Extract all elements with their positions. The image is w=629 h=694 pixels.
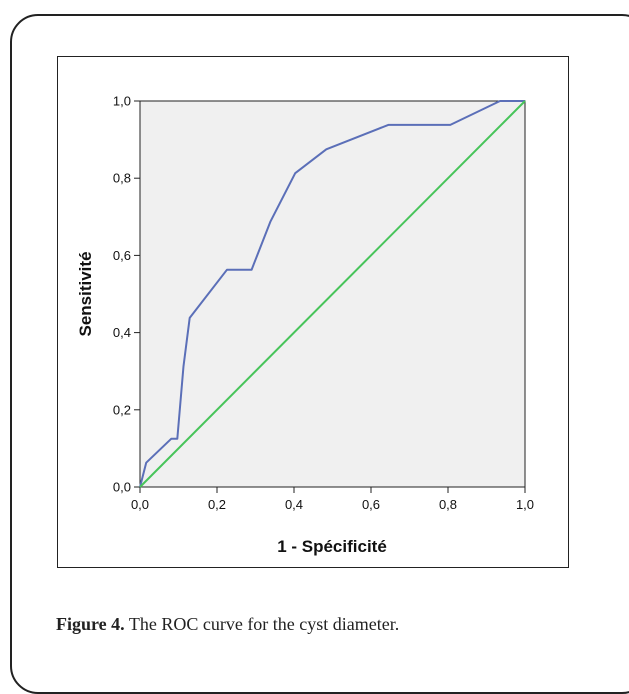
y-tick-label: 0,2 xyxy=(113,402,131,417)
x-tick-label: 0,6 xyxy=(362,497,380,512)
x-axis-label: 1 - Spécificité xyxy=(277,537,387,556)
x-tick-label: 1,0 xyxy=(516,497,534,512)
x-tick-label: 0,0 xyxy=(131,497,149,512)
caption-label: Figure 4. xyxy=(56,614,125,634)
y-tick-label: 0,4 xyxy=(113,325,131,340)
y-tick-label: 0,8 xyxy=(113,171,131,186)
roc-curve-line xyxy=(139,100,525,488)
x-tick-label: 0,4 xyxy=(285,497,303,512)
caption-text: The ROC curve for the cyst diameter. xyxy=(124,614,400,634)
roc-chart: 0,0 0,2 0,4 0,6 0,8 1,0 0,0 0,2 0,4 0,6 0,8 1,0 1 -… xyxy=(76,94,534,557)
y-tick-label: 0,0 xyxy=(113,480,131,495)
reference-diagonal-line xyxy=(139,100,526,488)
x-tick-label: 0,8 xyxy=(439,497,457,512)
y-tick-label: 0,6 xyxy=(113,248,131,263)
chart-container: 0,0 0,2 0,4 0,6 0,8 1,0 0,0 0,2 0,4 0,6 0,8 1,0 1 -… xyxy=(57,56,569,568)
y-tick-label: 1,0 xyxy=(113,94,131,109)
y-axis-label: Sensitivité xyxy=(76,251,95,336)
figure-caption: Figure 4. The ROC curve for the cyst dia… xyxy=(56,614,616,635)
x-tick-label: 0,2 xyxy=(208,497,226,512)
